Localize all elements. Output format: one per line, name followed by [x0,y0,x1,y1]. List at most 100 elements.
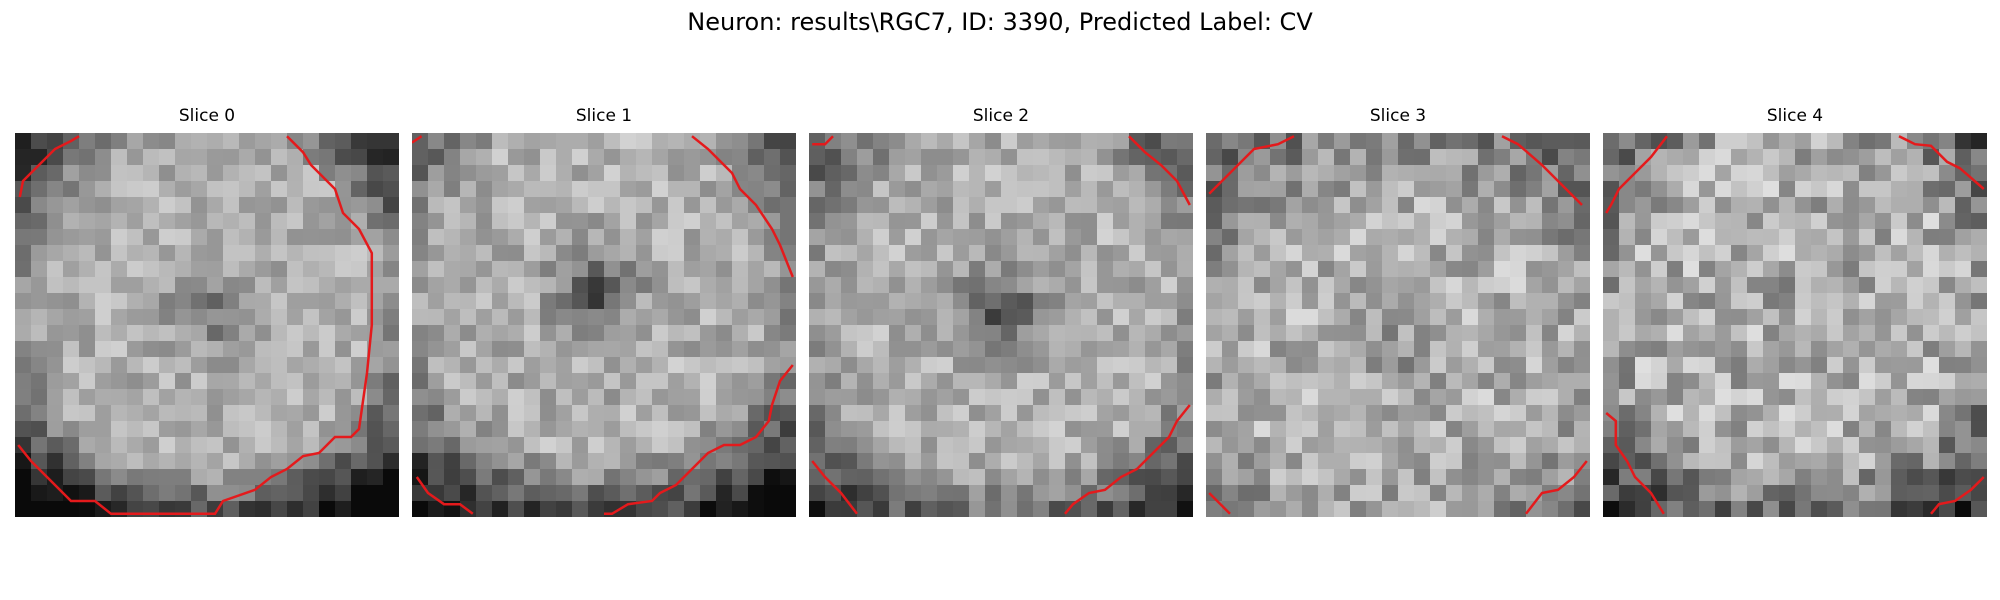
pixel [732,309,749,326]
pixel [175,341,192,358]
pixel [111,197,128,214]
pixel [1033,133,1050,150]
pixel [684,325,701,342]
pixel [985,405,1002,422]
pixel [159,165,176,182]
pixel [1145,357,1162,374]
pixel [636,309,653,326]
pixel [1145,229,1162,246]
pixel [636,277,653,294]
pixel [1382,165,1399,182]
pixel [15,149,32,166]
pixel [1430,149,1447,166]
pixel [1286,421,1303,438]
pixel [367,357,384,374]
pixel [572,261,589,278]
pixel [1286,357,1303,374]
pixel [159,309,176,326]
pixel [1206,197,1223,214]
pixel [1097,277,1114,294]
pixel [1715,229,1732,246]
pixel [1651,421,1668,438]
pixel [540,485,557,502]
pixel [508,133,525,150]
pixel [1177,261,1193,278]
pixel [1222,453,1239,470]
pixel [1811,437,1828,454]
pixel [255,389,272,406]
pixel [937,453,954,470]
pixel [1222,293,1239,310]
pixel [1145,485,1162,502]
pixel [1843,165,1860,182]
pixel [652,357,669,374]
pixel [1619,293,1636,310]
pixel [1526,453,1543,470]
pixel [825,229,842,246]
pixel [1939,405,1956,422]
pixel [1731,341,1748,358]
pixel [1334,277,1351,294]
pixel [319,405,336,422]
pixel [1398,181,1415,198]
pixel [127,405,144,422]
pixel [1683,357,1700,374]
pixel [508,357,525,374]
pixel [255,309,272,326]
pixel [1430,181,1447,198]
pixel [412,453,429,470]
pixel [985,309,1002,326]
pixel [1651,229,1668,246]
pixel [1001,165,1018,182]
pixel [1875,325,1892,342]
pixel [700,437,717,454]
pixel [1238,501,1255,517]
pixel [873,373,890,390]
pixel [1334,133,1351,150]
pixel [1430,405,1447,422]
pixel [111,277,128,294]
pixel [1891,181,1908,198]
pixel [95,149,112,166]
pixel [716,309,733,326]
pixel [1827,341,1844,358]
pixel [492,245,509,262]
pixel [700,149,717,166]
pixel [111,309,128,326]
pixel [1574,229,1590,246]
pixel [1478,277,1495,294]
pixel [1891,277,1908,294]
pixel [588,389,605,406]
pixel [905,501,922,517]
pixel [1619,405,1636,422]
pixel [1334,485,1351,502]
pixel [1017,277,1034,294]
pixel [383,325,399,342]
pixel [857,165,874,182]
pixel [572,341,589,358]
pixel [1811,181,1828,198]
pixel [1302,229,1319,246]
pixel [1811,261,1828,278]
pixel [1907,261,1924,278]
pixel [1350,197,1367,214]
pixel [303,357,320,374]
pixel [1001,469,1018,486]
pixel [31,149,48,166]
pixel [732,341,749,358]
pixel [1779,485,1796,502]
pixel [127,133,144,150]
pixel [1891,389,1908,406]
pixel [127,277,144,294]
pixel [1542,277,1559,294]
pixel [809,149,826,166]
pixel [716,197,733,214]
pixel [825,181,842,198]
pixel [207,133,224,150]
pixel [460,373,477,390]
pixel [1161,293,1178,310]
slice-title: Slice 1 [575,106,633,126]
pixel [1715,245,1732,262]
pixel [1763,149,1780,166]
pixel [732,261,749,278]
